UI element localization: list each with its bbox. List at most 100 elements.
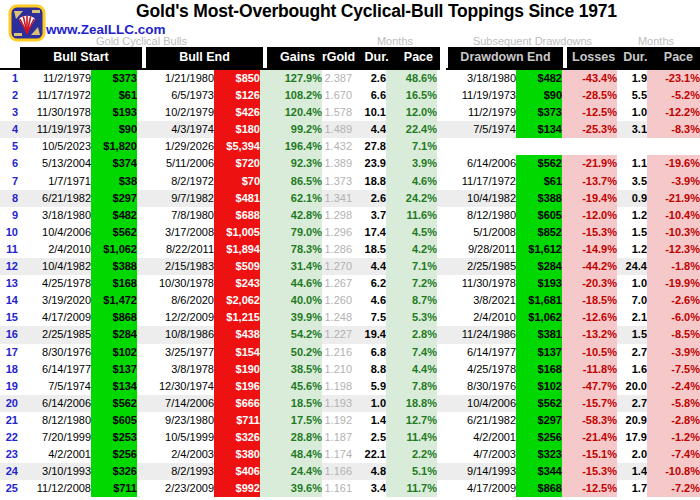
column-header-stats: Gains rGold Dur. Pace — [267, 47, 440, 68]
pace: 7.2% — [386, 275, 437, 292]
drawdown-pace: -5.2% — [647, 87, 700, 104]
drawdown-duration-months: 5.5 — [617, 87, 647, 104]
rgold: 1.187 — [322, 429, 352, 446]
drawdown-pace: -7.4% — [647, 446, 700, 463]
table-row: 411/19/1973$904/3/1974$18099.2%1.4894.42… — [0, 121, 700, 138]
drawdown-pace: -7.2% — [647, 480, 700, 497]
bull-start-date: 11/30/1978 — [18, 104, 91, 121]
rgold: 1.578 — [322, 104, 352, 121]
table-row: 197/5/1974$13412/30/1974$19645.6%1.1985.… — [0, 378, 700, 395]
section-gap — [437, 412, 446, 429]
row-number: 8 — [0, 190, 18, 207]
drawdown-pace: -1.2% — [647, 429, 700, 446]
bull-start-price: $38 — [91, 173, 137, 190]
drawdown-end-price: $61 — [516, 173, 562, 190]
row-number: 17 — [0, 344, 18, 361]
rgold: 1.489 — [322, 121, 352, 138]
gains: 42.8% — [260, 207, 322, 224]
bull-start-date: 8/12/1980 — [18, 412, 91, 429]
bull-end-date: 3/8/1978 — [137, 361, 214, 378]
gains: 78.3% — [260, 241, 322, 258]
drawdown-duration-months: 7.0 — [617, 292, 647, 309]
bull-end-date: 8/2/1972 — [137, 173, 214, 190]
bull-start-price: $193 — [91, 104, 137, 121]
section-gap — [437, 87, 446, 104]
losses: -28.5% — [562, 87, 617, 104]
bull-end-price: $190 — [214, 361, 260, 378]
rgold: 1.267 — [322, 275, 352, 292]
drawdown-pace: -21.9% — [647, 190, 700, 207]
bull-end-date: 1/29/2026 — [137, 138, 214, 155]
table-row: 1210/4/1982$3882/15/1983$50931.4%1.2704.… — [0, 258, 700, 275]
rgold: 1.198 — [322, 378, 352, 395]
gains: 28.8% — [260, 429, 322, 446]
pace: 2.2% — [386, 446, 437, 463]
bull-end-date: 10/2/1979 — [137, 104, 214, 121]
pace: 8.7% — [386, 292, 437, 309]
drawdown-end-date: 11/30/1978 — [446, 275, 516, 292]
bull-end-date: 8/2/1993 — [137, 463, 214, 480]
bull-start-date: 1/7/1971 — [18, 173, 91, 190]
drawdown-end-price: $868 — [516, 480, 562, 497]
section-gap — [437, 446, 446, 463]
bull-end-date: 1/21/1980 — [137, 70, 214, 87]
pace: 22.4% — [386, 121, 437, 138]
bull-end-date: 2/4/2003 — [137, 446, 214, 463]
pace: 4.4% — [386, 361, 437, 378]
section-gap — [437, 344, 446, 361]
bull-end-date: 3/25/1977 — [137, 344, 214, 361]
duration-months: 3.7 — [352, 207, 386, 224]
section-gap — [437, 309, 446, 326]
bull-end-price: $666 — [214, 395, 260, 412]
bull-start-price: $326 — [91, 463, 137, 480]
bull-start-price: $562 — [91, 395, 137, 412]
drawdown-end-date: 9/14/1993 — [446, 463, 516, 480]
duration-months: 1.4 — [352, 412, 386, 429]
gains: 99.2% — [260, 121, 322, 138]
bull-end-price: $711 — [214, 412, 260, 429]
row-number: 2 — [0, 87, 18, 104]
row-number: 12 — [0, 258, 18, 275]
gains: 108.2% — [260, 87, 322, 104]
bull-start-date: 5/13/2004 — [18, 155, 91, 172]
drawdown-duration-months: 3.5 — [617, 173, 647, 190]
row-number: 10 — [0, 224, 18, 241]
rgold: 1.670 — [322, 87, 352, 104]
drawdown-end-date: 3/8/2021 — [446, 292, 516, 309]
duration-months: 18.8 — [352, 173, 386, 190]
section-gap — [437, 395, 446, 412]
losses: -15.1% — [562, 446, 617, 463]
gains: 196.4% — [260, 138, 322, 155]
bull-start-price: $711 — [91, 480, 137, 497]
gains: 120.4% — [260, 104, 322, 121]
column-header-dd-dur: Dur. — [618, 47, 650, 68]
row-number: 16 — [0, 326, 18, 343]
column-header-gains: Gains — [267, 47, 319, 68]
table-row: 143/19/2020$1,4728/6/2020$2,06240.0%1.26… — [0, 292, 700, 309]
losses: -12.6% — [562, 309, 617, 326]
section-gap — [437, 480, 446, 497]
drawdown-duration-months: 1.5 — [617, 326, 647, 343]
bull-end-price: $992 — [214, 480, 260, 497]
drawdown-duration-months: 1.7 — [617, 480, 647, 497]
duration-months: 19.4 — [352, 326, 386, 343]
losses: -12.5% — [562, 104, 617, 121]
bull-start-price: $482 — [91, 207, 137, 224]
losses: -58.3% — [562, 412, 617, 429]
pace: 7.1% — [386, 258, 437, 275]
bull-start-price: $134 — [91, 378, 137, 395]
bull-end-price: $196 — [214, 378, 260, 395]
pace: 24.2% — [386, 190, 437, 207]
bull-start-date: 11/12/2008 — [18, 480, 91, 497]
drawdown-end-date: 11/24/1986 — [446, 326, 516, 343]
table-row: 311/30/1978$19310/2/1979$426120.4%1.5781… — [0, 104, 700, 121]
duration-months: 22.1 — [352, 446, 386, 463]
drawdown-end-price: $102 — [516, 378, 562, 395]
bull-end-date: 12/2/2009 — [137, 309, 214, 326]
drawdown-end-price: $852 — [516, 224, 562, 241]
row-number: 22 — [0, 429, 18, 446]
drawdown-duration-months: 1.9 — [617, 70, 647, 87]
losses: -15.3% — [562, 463, 617, 480]
bull-start-price: $61 — [91, 87, 137, 104]
pace: 7.4% — [386, 344, 437, 361]
